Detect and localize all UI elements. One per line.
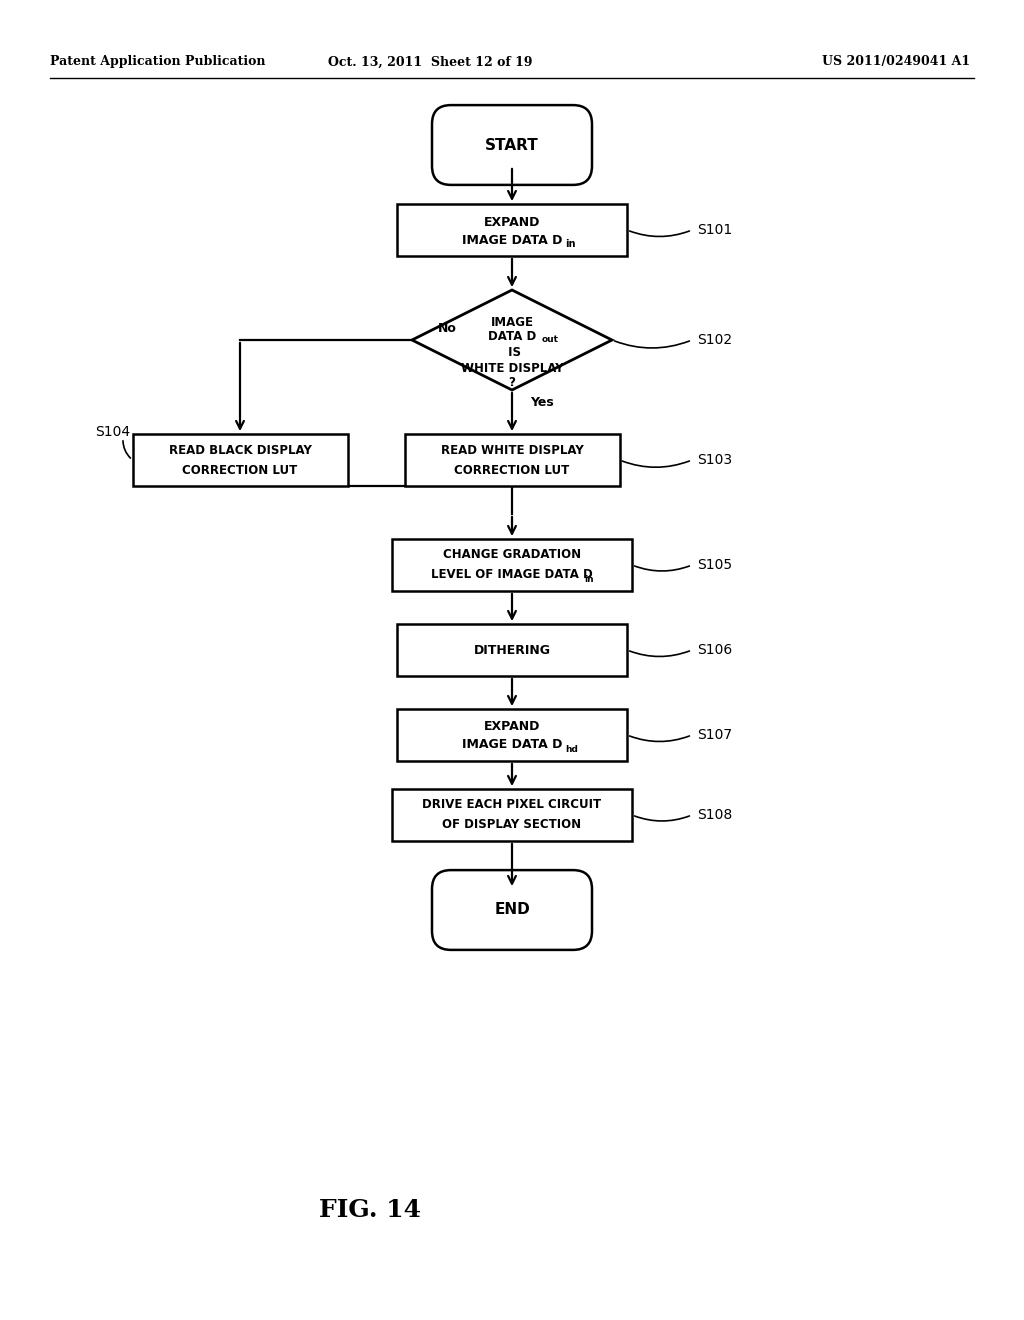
Text: EXPAND: EXPAND bbox=[483, 721, 541, 734]
Text: DITHERING: DITHERING bbox=[473, 644, 551, 656]
Text: CORRECTION LUT: CORRECTION LUT bbox=[455, 463, 569, 477]
Bar bbox=[404, 434, 620, 486]
Text: READ WHITE DISPLAY: READ WHITE DISPLAY bbox=[440, 444, 584, 457]
Text: DRIVE EACH PIXEL CIRCUIT: DRIVE EACH PIXEL CIRCUIT bbox=[423, 799, 601, 812]
Text: READ BLACK DISPLAY: READ BLACK DISPLAY bbox=[169, 444, 311, 457]
FancyBboxPatch shape bbox=[432, 870, 592, 950]
Text: Patent Application Publication: Patent Application Publication bbox=[50, 55, 265, 69]
Text: IMAGE DATA D: IMAGE DATA D bbox=[462, 738, 562, 751]
Text: IMAGE DATA D: IMAGE DATA D bbox=[462, 234, 562, 247]
Text: START: START bbox=[485, 137, 539, 153]
Text: ?: ? bbox=[509, 375, 515, 388]
Bar bbox=[397, 624, 627, 676]
Text: Oct. 13, 2011  Sheet 12 of 19: Oct. 13, 2011 Sheet 12 of 19 bbox=[328, 55, 532, 69]
Text: S104: S104 bbox=[95, 425, 130, 440]
Text: IS: IS bbox=[504, 346, 520, 359]
Text: in: in bbox=[584, 574, 594, 583]
Text: S107: S107 bbox=[697, 729, 732, 742]
Text: CORRECTION LUT: CORRECTION LUT bbox=[182, 463, 298, 477]
Text: out: out bbox=[542, 335, 559, 345]
Polygon shape bbox=[412, 290, 612, 389]
Text: S105: S105 bbox=[697, 558, 732, 572]
Text: DATA D: DATA D bbox=[487, 330, 537, 342]
Text: LEVEL OF IMAGE DATA D: LEVEL OF IMAGE DATA D bbox=[431, 569, 593, 582]
Text: EXPAND: EXPAND bbox=[483, 215, 541, 228]
Bar bbox=[392, 539, 632, 591]
Text: US 2011/0249041 A1: US 2011/0249041 A1 bbox=[822, 55, 970, 69]
Text: S102: S102 bbox=[697, 333, 732, 347]
Text: FIG. 14: FIG. 14 bbox=[319, 1199, 421, 1222]
Text: No: No bbox=[437, 322, 457, 334]
Text: S101: S101 bbox=[697, 223, 732, 238]
Bar bbox=[397, 709, 627, 762]
Bar bbox=[397, 205, 627, 256]
Text: in: in bbox=[565, 239, 575, 249]
Text: S108: S108 bbox=[697, 808, 732, 822]
Text: S106: S106 bbox=[697, 643, 732, 657]
Text: CHANGE GRADATION: CHANGE GRADATION bbox=[443, 549, 581, 561]
Bar bbox=[392, 789, 632, 841]
Text: IMAGE: IMAGE bbox=[490, 315, 534, 329]
Bar bbox=[132, 434, 347, 486]
Text: Yes: Yes bbox=[530, 396, 554, 408]
Text: END: END bbox=[495, 903, 529, 917]
FancyBboxPatch shape bbox=[432, 106, 592, 185]
Text: S103: S103 bbox=[697, 453, 732, 467]
Text: OF DISPLAY SECTION: OF DISPLAY SECTION bbox=[442, 818, 582, 832]
Text: hd: hd bbox=[565, 744, 578, 754]
Text: WHITE DISPLAY: WHITE DISPLAY bbox=[461, 362, 563, 375]
